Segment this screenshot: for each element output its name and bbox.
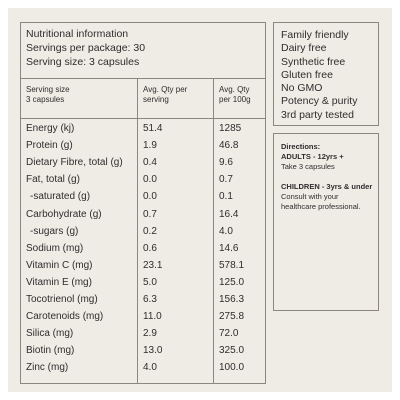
nutrient-value: 0.7 xyxy=(219,174,233,186)
adults: ADULTS - 12yrs + xyxy=(281,152,373,162)
column-header: Avg. Qty per xyxy=(143,85,188,94)
nutrient-value: 4.0 xyxy=(143,362,157,374)
nutrient-value: 100.0 xyxy=(219,362,245,374)
directions-title-text: Directions: xyxy=(281,142,321,151)
children: CHILDREN - 3yrs & under xyxy=(281,182,373,192)
nutrient-value: 72.0 xyxy=(219,328,239,340)
nutrient-value: 1285 xyxy=(219,123,242,134)
feature: Potency & purity xyxy=(281,95,358,108)
nutrient-value: 16.4 xyxy=(219,208,239,220)
nutrient-name: Energy (kj) xyxy=(26,123,75,134)
nutrient-value: 9.6 xyxy=(219,157,233,169)
column-header: Avg. Qty xyxy=(219,85,250,94)
nutrient-name: Biotin (mg) xyxy=(26,345,75,357)
children-label: CHILDREN - 3yrs & under xyxy=(281,182,373,191)
nutrient-value: 275.8 xyxy=(219,311,245,323)
nutrient-name: Carbohydrate (g) xyxy=(26,208,102,220)
nutrient-value: 2.9 xyxy=(143,328,157,340)
nutrient-value: 0.0 xyxy=(143,174,157,186)
nutrient-value: 0.7 xyxy=(143,208,157,220)
nutrient-value: 5.0 xyxy=(143,276,157,288)
nutrient-value: 13.0 xyxy=(143,345,163,357)
features-box xyxy=(273,22,379,126)
nutrient-value: 46.8 xyxy=(219,140,239,152)
nutrient-name: Protein (g) xyxy=(26,140,73,152)
nutrient-value: 1.9 xyxy=(143,140,157,152)
directions: Directions: ADULTS - 12yrs + Take 3 caps… xyxy=(281,142,373,212)
panel-title: Nutritional information xyxy=(26,28,129,40)
nutrient-name: Dietary Fibre, total (g) xyxy=(26,157,123,169)
adults-text: Take 3 capsules xyxy=(281,162,335,171)
nutrient-value: 0.6 xyxy=(143,242,157,254)
nutrition-panel xyxy=(20,22,266,384)
header-top-line xyxy=(20,78,266,79)
nutrient-name: Silica (mg) xyxy=(26,328,74,340)
nutrient-value: 11.0 xyxy=(143,311,162,323)
column-header: Serving size xyxy=(26,85,70,94)
column-header: per 100g xyxy=(219,95,251,104)
nutrient-value: 14.6 xyxy=(219,242,239,254)
nutrient-value: 0.4 xyxy=(143,157,157,169)
nutrient-name: -saturated (g) xyxy=(30,191,91,203)
nutrient-value: 325.0 xyxy=(219,345,245,357)
feature: Gluten free xyxy=(281,68,333,81)
children-text: Consult with your healthcare professiona… xyxy=(281,192,361,211)
nutrient-value: 6.3 xyxy=(143,294,157,305)
nutrient-name: Vitamin E (mg) xyxy=(26,276,92,288)
nutrient-value: 23.1 xyxy=(143,259,163,271)
nutrient-value: 578.1 xyxy=(219,259,245,271)
serving-size: Serving size: 3 capsules xyxy=(26,56,140,68)
nutrient-name: Carotenoids (mg) xyxy=(26,311,104,323)
feature: No GMO xyxy=(281,82,323,95)
feature: 3rd party tested xyxy=(281,108,354,121)
column-line xyxy=(137,78,138,384)
background xyxy=(8,8,392,392)
nutrient-name: Zinc (mg) xyxy=(26,362,69,374)
nutrient-value: 125.0 xyxy=(219,276,245,288)
nutrient-value: 4.0 xyxy=(219,225,233,237)
column-header: 3 capsules xyxy=(26,95,65,104)
header-bottom-line xyxy=(20,118,266,119)
feature: Dairy free xyxy=(281,42,327,55)
nutrient-name: -sugars (g) xyxy=(30,225,79,237)
directions-box xyxy=(273,133,379,311)
nutrient-name: Fat, total (g) xyxy=(26,174,80,186)
feature: Synthetic free xyxy=(281,55,346,68)
adults-label: ADULTS - 12yrs + xyxy=(281,152,344,161)
nutrient-value: 0.1 xyxy=(219,191,233,203)
servings: Servings per package: 30 xyxy=(26,42,146,54)
directions-title: Directions: xyxy=(281,142,373,152)
nutrient-name: Vitamin C (mg) xyxy=(26,259,93,271)
features-list: Family friendly Dairy free Synthetic free G… xyxy=(281,29,357,122)
nutrient-value: 0.0 xyxy=(143,191,157,203)
column-header: serving xyxy=(143,95,169,104)
nutrient-name: Sodium (mg) xyxy=(26,242,84,254)
feature: Family friendly xyxy=(281,29,349,41)
nutrient-value: 0.2 xyxy=(143,225,157,237)
column-line xyxy=(213,78,214,384)
nutrient-name: Tocotrienol (mg) xyxy=(26,294,98,305)
nutrient-value: 51.4 xyxy=(143,123,163,134)
nutrient-value: 156.3 xyxy=(219,294,245,305)
